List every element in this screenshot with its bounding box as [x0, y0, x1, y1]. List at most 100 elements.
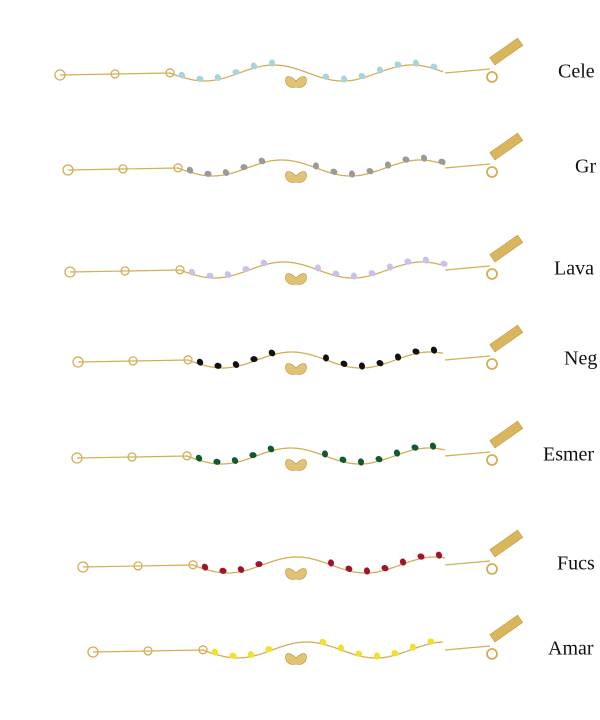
stone — [232, 361, 240, 368]
stone — [394, 61, 402, 68]
stone — [420, 154, 428, 162]
chain-ring — [183, 355, 193, 365]
chain — [444, 451, 491, 457]
stone — [327, 559, 335, 567]
stone — [232, 69, 240, 76]
stone — [427, 638, 435, 645]
stone — [201, 563, 209, 571]
tag — [489, 234, 524, 263]
stone — [409, 643, 417, 651]
stone — [357, 458, 365, 466]
chain-wave — [192, 556, 446, 574]
chain-ring — [77, 561, 89, 573]
stone — [412, 348, 420, 355]
butterfly-charm — [285, 171, 307, 183]
chain-ring — [128, 356, 138, 366]
chain-ring — [118, 164, 128, 174]
stone — [438, 158, 446, 165]
clasp — [486, 454, 498, 466]
clasp — [486, 71, 498, 83]
chain-ring — [110, 69, 120, 79]
stone — [214, 362, 222, 369]
stone — [186, 166, 194, 174]
butterfly-charm — [285, 363, 307, 375]
stone — [249, 452, 257, 459]
stone — [242, 266, 250, 273]
bracelet: Cele — [54, 37, 595, 88]
butterfly-charm — [285, 459, 307, 471]
stone — [188, 268, 196, 276]
stone — [258, 157, 266, 165]
chain — [444, 645, 491, 651]
stone — [195, 454, 203, 462]
chain-ring — [72, 356, 84, 368]
stone — [440, 260, 448, 267]
stone — [265, 646, 273, 653]
clasp — [486, 358, 498, 370]
stone — [411, 444, 419, 451]
chain — [76, 455, 188, 459]
chain-wave — [177, 159, 446, 177]
stone — [240, 164, 248, 171]
chain-ring — [71, 452, 83, 464]
stone — [322, 354, 330, 362]
tag — [489, 529, 524, 558]
chain-ring — [188, 560, 198, 570]
chain — [59, 72, 171, 76]
chain — [444, 68, 491, 74]
bracelet: Fucs — [77, 529, 595, 580]
stone — [430, 346, 438, 354]
stone — [229, 652, 237, 659]
stone — [237, 566, 245, 573]
stone — [339, 456, 347, 463]
chain-ring — [173, 163, 183, 173]
stone — [314, 264, 322, 272]
stone — [250, 356, 258, 363]
stone — [394, 353, 402, 361]
stone — [321, 450, 329, 458]
stone — [430, 63, 438, 70]
stone — [224, 271, 232, 278]
bracelet: Neg — [72, 324, 597, 375]
chain-ring — [143, 646, 153, 656]
chain-ring — [175, 265, 185, 275]
stone — [213, 458, 221, 465]
stone — [393, 449, 401, 457]
stone — [391, 649, 399, 657]
chain-ring — [182, 451, 192, 461]
chain-ring — [133, 561, 143, 571]
stone — [376, 359, 384, 367]
clasp — [486, 166, 498, 178]
chain — [77, 359, 189, 363]
stone — [268, 349, 276, 357]
tag — [489, 324, 524, 353]
stone — [348, 170, 356, 178]
bracelet: Lava — [64, 234, 594, 285]
chain-ring — [120, 266, 130, 276]
color-label: Gr — [575, 156, 596, 178]
stone — [219, 567, 227, 574]
chain — [444, 355, 491, 361]
chain-ring — [62, 164, 74, 176]
stone — [260, 259, 268, 267]
bracelet: Esmer — [71, 420, 594, 471]
stone — [267, 445, 275, 453]
color-label: Cele — [558, 61, 595, 83]
chain — [69, 269, 181, 273]
stone — [363, 567, 371, 575]
clasp — [486, 648, 498, 660]
color-label: Amar — [548, 638, 594, 660]
stone — [384, 161, 392, 169]
stone — [214, 74, 222, 81]
chain-ring — [54, 69, 66, 81]
bracelet: Amar — [87, 614, 594, 665]
tag — [489, 420, 524, 449]
color-label: Neg — [564, 348, 597, 370]
chain-ring — [198, 645, 208, 655]
stone — [399, 558, 407, 566]
stone — [412, 59, 420, 67]
stone — [366, 167, 374, 175]
tag — [489, 614, 524, 643]
